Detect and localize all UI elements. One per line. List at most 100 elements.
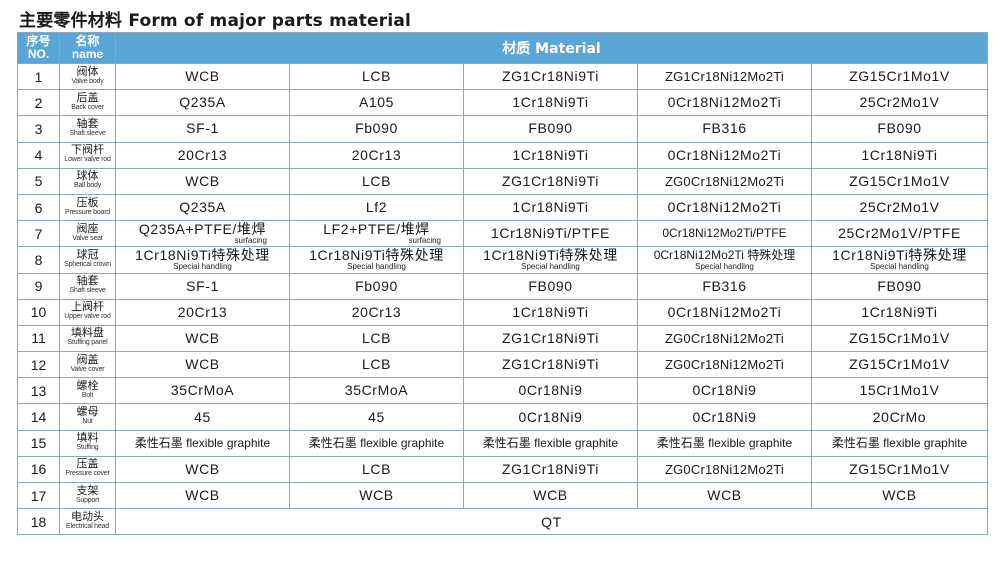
part-name: 螺母 Nut	[59, 403, 116, 431]
header-row: 序号 NO. 名称 name 材质 Material	[17, 32, 989, 64]
material-cell: 0Cr18Ni12Mo2Ti/PTFE	[637, 220, 812, 248]
material-cell: 柔性石墨 flexible graphite	[810, 429, 989, 457]
material-cell: 35CrMoA	[289, 377, 464, 405]
material-note: surfacing	[408, 236, 441, 246]
part-name-cn: 球冠	[76, 247, 99, 261]
material-cell: FB316	[637, 272, 812, 300]
material-value: 柔性石墨 flexible graphite	[308, 435, 445, 450]
table-row: 11 填料盘 Stuffing panel WCB LCB ZG1Cr18Ni9Ti ZG0…	[17, 324, 989, 353]
table-row: 1 阀体 Valve body WCB LCB ZG1Cr18Ni9Ti ZG1Cr18Ni…	[17, 62, 989, 91]
material-cell: 1Cr18Ni9Ti	[463, 89, 638, 117]
material-value: 柔性石墨 flexible graphite	[134, 435, 271, 450]
material-value: 20CrMo	[872, 408, 927, 425]
table-row: 14 螺母 Nut 45 45 0Cr18Ni9 0Cr18Ni9 20CrMo	[17, 403, 989, 431]
row-number: 1	[17, 62, 60, 91]
material-value: SF-1	[186, 120, 219, 137]
material-value: SF-1	[186, 277, 219, 294]
material-cell: 0Cr18Ni9	[463, 403, 638, 431]
material-value: ZG1Cr18Ni12Mo2Ti	[664, 69, 785, 85]
material-cell: WCB	[810, 481, 989, 510]
material-value: 20Cr13	[351, 146, 402, 163]
table-row: 12 阀盖 Valve cover WCB LCB ZG1Cr18Ni9Ti ZG0Cr18…	[17, 351, 989, 379]
part-name: 支架 Support	[59, 481, 116, 510]
material-cell: 45	[289, 403, 464, 431]
part-name: 后盖 Back cover	[59, 89, 116, 117]
material-cell: 0Cr18Ni12Mo2Ti	[637, 298, 812, 326]
part-name-en: Valve body	[71, 77, 104, 85]
material-cell: 1Cr18Ni9Ti	[463, 141, 638, 169]
row-number: 2	[17, 89, 60, 117]
part-name: 下阀杆 Lower valve rod	[59, 141, 116, 169]
material-cell: LCB	[289, 62, 464, 91]
material-value: WCB	[359, 487, 394, 504]
material-cell: Fb090	[289, 115, 464, 143]
part-name-en: Stuffing panel	[67, 339, 108, 347]
material-cell: 1Cr18Ni9Ti	[463, 298, 638, 326]
part-name: 阀座 Valve seat	[59, 220, 116, 248]
part-name-en: Shaft sleeve	[69, 129, 106, 137]
material-cell: 0Cr18Ni9	[463, 377, 638, 405]
material-value: FB090	[528, 120, 573, 137]
part-name-cn: 螺母	[76, 405, 99, 419]
material-cell: ZG1Cr18Ni9Ti	[463, 167, 638, 195]
part-name-en: Ball body	[74, 182, 101, 190]
table-row: 8 球冠 Spherical crown 1Cr18Ni9Ti特殊处理 Special …	[17, 246, 989, 274]
material-value: ZG0Cr18Ni12Mo2Ti	[664, 330, 785, 346]
material-value: 0Cr18Ni9	[692, 382, 757, 399]
material-cell: 20Cr13	[115, 298, 290, 326]
part-name-cn: 填料盘	[71, 326, 104, 340]
material-cell: ZG15Cr1Mo1V	[810, 351, 989, 379]
material-cell: Q235A+PTFE/堆焊 surfacing	[115, 220, 290, 248]
material-cell: 20Cr13	[115, 141, 290, 169]
part-name: 轴套 Shaft sleeve	[59, 272, 116, 300]
material-cell: WCB	[637, 481, 812, 510]
material-value: ZG1Cr18Ni9Ti	[502, 172, 599, 189]
row-number: 5	[17, 167, 60, 195]
part-name-en: Bolt	[81, 391, 94, 399]
material-value: ZG1Cr18Ni9Ti	[502, 68, 599, 85]
material-cell: ZG15Cr1Mo1V	[810, 167, 989, 195]
part-name-cn: 球体	[76, 169, 99, 183]
material-note: Special handling	[347, 262, 406, 272]
material-value: 20Cr13	[177, 303, 228, 320]
material-value: FB316	[702, 277, 747, 294]
row-number: 15	[17, 429, 60, 457]
material-value: 1Cr18Ni9Ti特殊处理	[832, 247, 967, 264]
material-value: 1Cr18Ni9Ti特殊处理	[135, 247, 270, 264]
material-value: 1Cr18Ni9Ti	[512, 303, 589, 320]
material-cell: SF-1	[115, 115, 290, 143]
part-name-en: Electrical head	[66, 522, 109, 530]
material-cell: WCB	[115, 351, 290, 379]
part-name-en: Pressure board	[64, 208, 111, 216]
part-name: 阀体 Valve body	[59, 62, 116, 91]
material-value: WCB	[707, 487, 742, 504]
material-value: 45	[194, 408, 211, 425]
row-number: 6	[17, 193, 60, 222]
material-cell: Q235A	[115, 193, 290, 222]
part-name-cn: 后盖	[76, 90, 99, 104]
material-cell: 1Cr18Ni9Ti	[463, 193, 638, 222]
material-cell: ZG0Cr18Ni12Mo2Ti	[637, 324, 812, 353]
material-note: Special handling	[695, 262, 754, 272]
material-value: FB316	[702, 120, 747, 137]
material-value: 1Cr18Ni9Ti特殊处理	[309, 247, 444, 264]
material-cell: WCB	[115, 167, 290, 195]
material-cell: ZG0Cr18Ni12Mo2Ti	[637, 351, 812, 379]
part-name-en: Valve seat	[72, 234, 103, 242]
material-cell: LF2+PTFE/堆焊 surfacing	[289, 220, 464, 248]
material-value: 35CrMoA	[344, 382, 409, 399]
part-name: 压盖 Pressure cover	[59, 455, 116, 484]
material-cell: LCB	[289, 324, 464, 353]
table-row: 10 上阀杆 Upper valve rod 20Cr13 20Cr13 1Cr18Ni9…	[17, 298, 989, 326]
material-value: 0Cr18Ni9	[518, 408, 583, 425]
material-value: WCB	[185, 487, 220, 504]
material-cell: Fb090	[289, 272, 464, 300]
material-cell: Lf2	[289, 193, 464, 222]
material-cell: ZG15Cr1Mo1V	[810, 324, 989, 353]
part-name: 轴套 Shaft sleeve	[59, 115, 116, 143]
material-note: Special handling	[521, 262, 580, 272]
material-cell: ZG1Cr18Ni9Ti	[463, 324, 638, 353]
row-number: 4	[17, 141, 60, 169]
material-cell: 柔性石墨 flexible graphite	[115, 429, 290, 457]
material-cell: 20Cr13	[289, 298, 464, 326]
